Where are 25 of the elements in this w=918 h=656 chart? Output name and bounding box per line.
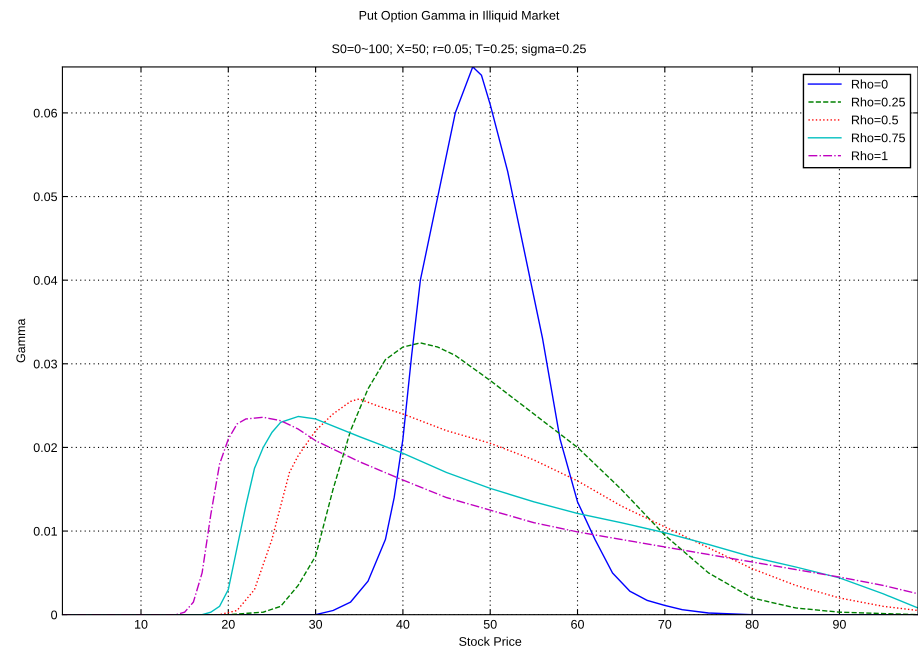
x-tick-label: 60 — [571, 620, 584, 629]
legend-label: Rho=0.75 — [852, 133, 905, 142]
y-tick-label: 0.03 — [34, 360, 58, 368]
legend-label: Rho=0.5 — [852, 115, 898, 124]
y-tick-label: 0.01 — [34, 526, 57, 536]
x-tick-label: 50 — [484, 620, 497, 629]
x-tick-label: 10 — [135, 620, 148, 629]
x-tick-label: 20 — [222, 620, 235, 629]
y-axis-title: Gamma — [16, 318, 26, 362]
legend-label: Rho=0 — [852, 79, 888, 89]
y-tick-label: 0.04 — [34, 276, 58, 285]
legend-label: Rho=1 — [852, 151, 888, 160]
y-tick-label: 0 — [51, 610, 58, 620]
y-tick-label: 0.06 — [34, 108, 58, 118]
x-tick-label: 80 — [746, 620, 759, 629]
y-tick-label: 0.05 — [34, 192, 58, 202]
chart-subtitle: S0=0~100; X=50; r=0.05; T=0.25; sigma=0.25 — [332, 44, 586, 56]
x-tick-label: 40 — [396, 620, 410, 629]
x-axis-title: Stock Price — [459, 636, 522, 646]
x-tick-label: 70 — [658, 620, 672, 629]
legend-label: Rho=0.25 — [852, 97, 905, 106]
y-tick-label: 0.02 — [34, 443, 57, 452]
x-tick-label: 90 — [833, 620, 846, 629]
x-tick-label: 30 — [309, 620, 322, 629]
chart-title: Put Option Gamma in Illiquid Market — [360, 10, 560, 22]
